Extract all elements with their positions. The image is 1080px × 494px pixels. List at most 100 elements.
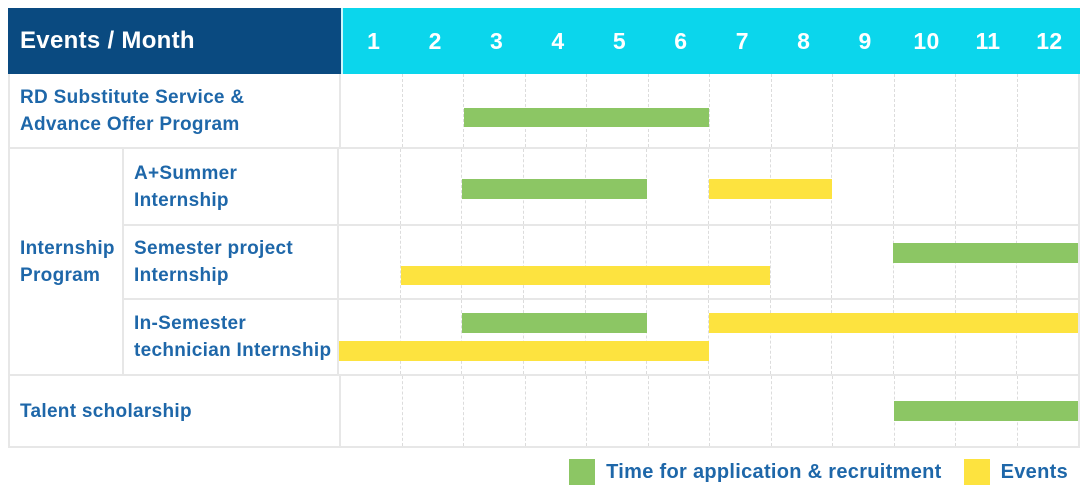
label-line: In-Semester <box>134 313 247 334</box>
label-line: technician Internship <box>134 340 332 361</box>
row-semester-project: Semester project Internship <box>124 224 1078 298</box>
month-column <box>709 300 771 374</box>
recruitment-bar <box>893 401 1078 421</box>
month-column <box>403 376 464 446</box>
month-column <box>341 74 403 147</box>
green-swatch-icon <box>569 459 596 485</box>
row-label-internship-program: Internship Program <box>10 149 124 374</box>
month-column <box>833 74 895 147</box>
header-title-cell: Events / Month <box>8 8 341 74</box>
month-label: 8 <box>797 27 811 54</box>
month-column <box>462 226 525 298</box>
events-table: Events / Month 1 2 3 4 5 6 7 8 9 10 11 12 RD Substi… <box>8 8 1080 448</box>
label-line: Advance Offer Program <box>20 113 240 135</box>
month-column <box>771 149 833 224</box>
month-label: 3 <box>490 27 504 54</box>
month-gridlines <box>341 74 1078 147</box>
row-label-semester-project: Semester project Internship <box>124 226 339 298</box>
chart-row-talent-scholarship <box>341 376 1078 446</box>
month-column <box>403 74 464 147</box>
events-bar <box>708 313 1078 333</box>
month-column <box>710 376 772 446</box>
month-column <box>833 376 895 446</box>
table-header: Events / Month 1 2 3 4 5 6 7 8 9 10 11 12 <box>8 8 1080 74</box>
recruitment-bar <box>463 108 710 127</box>
row-talent-scholarship: Talent scholarship <box>10 374 1078 446</box>
chart-row-in-semester <box>339 300 1078 374</box>
month-column <box>710 74 772 147</box>
recruitment-bar <box>893 243 1078 263</box>
month-column <box>586 300 648 374</box>
month-column <box>647 300 710 374</box>
label-line: Internship <box>134 189 229 211</box>
label-line: RD Substitute Service & <box>20 86 245 108</box>
month-column <box>649 376 710 446</box>
legend-label-recruitment: Time for application & recruitment <box>606 460 942 483</box>
table-body: RD Substitute Service & Advance Offer Pr… <box>8 74 1080 448</box>
month-column <box>956 300 1018 374</box>
month-label: 2 <box>428 27 442 54</box>
internship-subrows: A+Summer Internship Semester project Int… <box>124 149 1078 374</box>
month-column <box>1018 74 1079 147</box>
month-column <box>895 74 956 147</box>
label-line: Talent scholarship <box>20 400 192 422</box>
events-bar <box>400 266 771 285</box>
month-column <box>832 226 895 298</box>
month-column <box>832 149 895 224</box>
row-label-in-semester: In-Semester technician Internship <box>124 300 339 374</box>
row-label-a-summer: A+Summer Internship <box>124 149 339 224</box>
legend-item-recruitment: Time for application & recruitment <box>569 459 941 485</box>
month-column <box>771 226 833 298</box>
row-group-internship-program: Internship Program A+Summer Internship S… <box>10 147 1078 374</box>
month-label: 10 <box>913 27 940 54</box>
month-gridlines <box>339 300 1078 374</box>
chart-row-rd-substitute <box>341 74 1078 147</box>
events-bar <box>708 179 832 199</box>
month-column <box>956 74 1018 147</box>
month-header-strip: 1 2 3 4 5 6 7 8 9 10 11 12 <box>341 8 1080 74</box>
month-column <box>464 376 526 446</box>
month-label: 1 <box>367 27 381 54</box>
month-label: 12 <box>1036 27 1063 54</box>
month-column <box>401 226 463 298</box>
recruitment-bar <box>462 179 647 199</box>
month-column <box>772 74 833 147</box>
month-column <box>586 226 648 298</box>
legend: Time for application & recruitment Event… <box>569 452 1068 492</box>
month-label: 5 <box>612 27 626 54</box>
label-line: Internship <box>20 237 115 259</box>
row-label-talent-scholarship: Talent scholarship <box>10 376 341 446</box>
legend-label-events: Events <box>1000 460 1068 483</box>
month-column <box>894 300 956 374</box>
month-column <box>771 300 833 374</box>
month-label: 9 <box>858 27 872 54</box>
chart-row-a-summer <box>339 149 1078 224</box>
month-label: 7 <box>735 27 749 54</box>
month-column <box>526 376 587 446</box>
month-column <box>894 149 956 224</box>
month-column <box>1017 300 1078 374</box>
recruitment-bar <box>462 313 647 333</box>
month-column <box>587 376 649 446</box>
month-column <box>647 226 710 298</box>
month-column <box>524 300 586 374</box>
month-column <box>649 74 710 147</box>
month-column <box>709 226 771 298</box>
month-column <box>341 376 403 446</box>
legend-item-events: Events <box>963 459 1068 485</box>
chart-row-semester-project <box>339 226 1078 298</box>
month-column <box>1017 149 1078 224</box>
header-title: Events / Month <box>20 27 195 54</box>
label-line: Semester project <box>134 238 293 259</box>
row-in-semester: In-Semester technician Internship <box>124 298 1078 374</box>
month-label: 6 <box>674 27 688 54</box>
label-line: Program <box>20 264 101 286</box>
month-column <box>772 376 833 446</box>
month-column <box>524 226 586 298</box>
month-column <box>339 149 401 224</box>
events-bar <box>339 341 709 361</box>
month-column <box>832 300 895 374</box>
month-column <box>401 149 463 224</box>
month-column <box>462 300 525 374</box>
